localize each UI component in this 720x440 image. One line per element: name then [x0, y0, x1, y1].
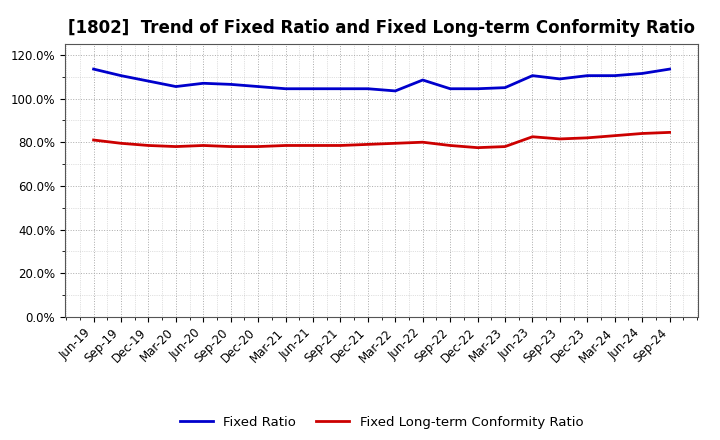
- Fixed Ratio: [528, 73, 537, 78]
- Fixed Ratio: [336, 86, 345, 92]
- Fixed Long-term Conformity Ratio: [391, 141, 400, 146]
- Fixed Long-term Conformity Ratio: [117, 141, 125, 146]
- Fixed Long-term Conformity Ratio: [446, 143, 454, 148]
- Fixed Long-term Conformity Ratio: [336, 143, 345, 148]
- Fixed Ratio: [144, 78, 153, 84]
- Fixed Long-term Conformity Ratio: [418, 139, 427, 145]
- Fixed Ratio: [309, 86, 318, 92]
- Line: Fixed Long-term Conformity Ratio: Fixed Long-term Conformity Ratio: [94, 132, 670, 148]
- Fixed Long-term Conformity Ratio: [528, 134, 537, 139]
- Fixed Ratio: [364, 86, 372, 92]
- Fixed Ratio: [89, 66, 98, 72]
- Line: Fixed Ratio: Fixed Ratio: [94, 69, 670, 91]
- Fixed Long-term Conformity Ratio: [611, 133, 619, 138]
- Fixed Long-term Conformity Ratio: [89, 137, 98, 143]
- Fixed Long-term Conformity Ratio: [254, 144, 263, 149]
- Fixed Long-term Conformity Ratio: [473, 145, 482, 150]
- Fixed Long-term Conformity Ratio: [171, 144, 180, 149]
- Fixed Long-term Conformity Ratio: [638, 131, 647, 136]
- Fixed Ratio: [473, 86, 482, 92]
- Fixed Ratio: [282, 86, 290, 92]
- Fixed Long-term Conformity Ratio: [282, 143, 290, 148]
- Fixed Ratio: [199, 81, 207, 86]
- Fixed Ratio: [446, 86, 454, 92]
- Fixed Long-term Conformity Ratio: [500, 144, 509, 149]
- Fixed Ratio: [171, 84, 180, 89]
- Fixed Ratio: [583, 73, 592, 78]
- Title: [1802]  Trend of Fixed Ratio and Fixed Long-term Conformity Ratio: [1802] Trend of Fixed Ratio and Fixed Lo…: [68, 19, 695, 37]
- Fixed Ratio: [638, 71, 647, 76]
- Fixed Ratio: [391, 88, 400, 94]
- Fixed Ratio: [418, 77, 427, 83]
- Fixed Ratio: [254, 84, 263, 89]
- Fixed Long-term Conformity Ratio: [364, 142, 372, 147]
- Fixed Long-term Conformity Ratio: [199, 143, 207, 148]
- Fixed Long-term Conformity Ratio: [665, 130, 674, 135]
- Fixed Ratio: [665, 66, 674, 72]
- Fixed Long-term Conformity Ratio: [583, 135, 592, 140]
- Fixed Ratio: [117, 73, 125, 78]
- Fixed Long-term Conformity Ratio: [309, 143, 318, 148]
- Fixed Ratio: [500, 85, 509, 90]
- Legend: Fixed Ratio, Fixed Long-term Conformity Ratio: Fixed Ratio, Fixed Long-term Conformity …: [175, 411, 588, 435]
- Fixed Long-term Conformity Ratio: [556, 136, 564, 142]
- Fixed Long-term Conformity Ratio: [144, 143, 153, 148]
- Fixed Long-term Conformity Ratio: [226, 144, 235, 149]
- Fixed Ratio: [611, 73, 619, 78]
- Fixed Ratio: [556, 76, 564, 81]
- Fixed Ratio: [226, 82, 235, 87]
